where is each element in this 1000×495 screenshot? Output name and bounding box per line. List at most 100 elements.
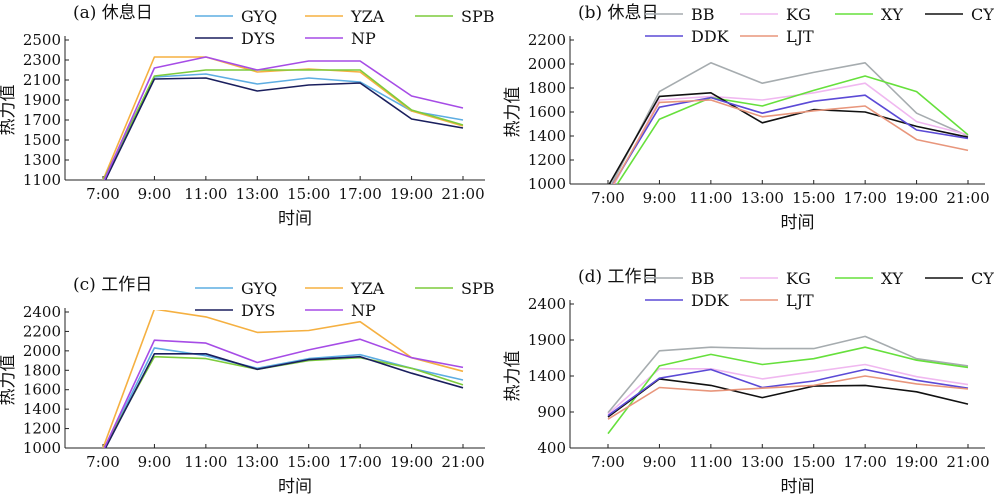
- series-line-kg: [607, 363, 969, 415]
- x-tick-label: 17:00: [844, 189, 887, 207]
- y-axis-label: 热力值: [0, 85, 18, 136]
- x-tick-label: 9:00: [643, 189, 677, 207]
- series-line-bb: [607, 335, 969, 414]
- legend-label-dys: DYS: [241, 301, 275, 320]
- y-tick-label: 1100: [23, 171, 61, 189]
- x-tick-label: 19:00: [390, 453, 433, 471]
- x-tick-label: 21:00: [441, 453, 484, 471]
- y-tick-label: 1200: [528, 151, 566, 169]
- chart-title: (d) 工作日: [578, 267, 659, 287]
- x-tick-label: 19:00: [390, 185, 433, 203]
- series-line-xy: [616, 75, 969, 184]
- x-tick-label: 17:00: [339, 453, 382, 471]
- chart-title: (b) 休息日: [578, 3, 659, 23]
- series-line-np: [103, 56, 464, 180]
- x-tick-label: 21:00: [946, 189, 989, 207]
- series-line-ljt: [607, 375, 969, 420]
- chart-panel-2: 1000 1200 1400 1600 1800 2000 2200 7:00 9:00 11:0…: [503, 3, 994, 233]
- x-axis-label: 时间: [278, 477, 312, 495]
- x-axis-label: 时间: [781, 213, 815, 233]
- series-line-xy: [607, 346, 969, 435]
- series-lines: [102, 310, 464, 448]
- legend-label-gyq: GYQ: [241, 279, 277, 298]
- y-tick-label: 1200: [23, 420, 61, 438]
- y-axis-label: 热力值: [503, 351, 523, 402]
- legend: GYQ YZA SPB DYS NP: [195, 7, 494, 48]
- y-tick-label: 2400: [23, 303, 61, 321]
- y-tick-label: 1600: [23, 381, 61, 399]
- y-tick-label: 1900: [23, 91, 61, 109]
- series-line-dys: [104, 352, 464, 448]
- series-line-dys: [104, 77, 464, 180]
- series-line-ljt: [612, 99, 969, 184]
- x-tick-label: 11:00: [184, 185, 227, 203]
- x-tick-label: 7:00: [591, 453, 625, 471]
- series-lines: [102, 56, 464, 180]
- x-tick-label: 11:00: [184, 453, 227, 471]
- legend-label-yza: YZA: [350, 7, 385, 26]
- chart-panel-4: 400 900 1400 1900 2400 7:00 9:00 11:00 13:00 15:0…: [503, 267, 994, 495]
- series-lines: [607, 335, 969, 435]
- legend-label-xy: XY: [881, 269, 903, 288]
- y-tick-label: 1300: [23, 151, 61, 169]
- y-tick-label: 900: [537, 403, 566, 421]
- y-tick-label: 2000: [23, 342, 61, 360]
- series-line-cy: [607, 378, 969, 418]
- series-line-kg: [613, 82, 969, 184]
- y-axis-label: 热力值: [0, 355, 18, 406]
- x-tick-label: 9:00: [643, 453, 677, 471]
- legend-label-np: NP: [351, 29, 376, 48]
- y-tick-label: 400: [537, 439, 566, 457]
- series-line-yza: [102, 310, 464, 448]
- legend-label-spb: SPB: [461, 7, 494, 26]
- x-tick-label: 7:00: [86, 185, 120, 203]
- x-tick-label: 9:00: [138, 185, 172, 203]
- legend-label-xy: XY: [881, 5, 903, 24]
- legend-label-gyq: GYQ: [241, 7, 277, 26]
- y-tick-label: 2400: [528, 295, 566, 313]
- series-lines: [608, 61, 969, 184]
- x-tick-label: 15:00: [287, 185, 330, 203]
- y-tick-label: 2000: [528, 55, 566, 73]
- legend-label-bb: BB: [691, 5, 715, 24]
- x-axis-label: 时间: [781, 477, 815, 495]
- legend-label-ljt: LJT: [786, 291, 814, 310]
- y-tick-label: 1800: [528, 79, 566, 97]
- legend-label-ljt: LJT: [786, 27, 814, 46]
- y-tick-label: 2300: [23, 51, 61, 69]
- x-tick-label: 19:00: [895, 189, 938, 207]
- x-tick-label: 17:00: [339, 185, 382, 203]
- x-axis-label: 时间: [278, 209, 312, 229]
- y-tick-label: 2500: [23, 31, 61, 49]
- x-tick-label: 7:00: [591, 189, 625, 207]
- chart-panel-1: 1100 1300 1500 1700 1900 2100 2300 2500 7:00 9:00…: [0, 3, 494, 229]
- y-tick-label: 1800: [23, 361, 61, 379]
- legend-label-ddk: DDK: [691, 27, 730, 46]
- y-tick-label: 1500: [23, 131, 61, 149]
- legend-label-dys: DYS: [241, 29, 275, 48]
- y-tick-label: 2100: [23, 71, 61, 89]
- y-tick-label: 1400: [23, 400, 61, 418]
- legend-label-cy: CY: [971, 269, 994, 288]
- x-tick-label: 13:00: [236, 453, 279, 471]
- y-axis-label: 热力值: [503, 87, 523, 138]
- x-tick-label: 21:00: [441, 185, 484, 203]
- legend-label-ddk: DDK: [691, 291, 730, 310]
- x-tick-label: 11:00: [689, 189, 732, 207]
- series-line-gyq: [104, 73, 464, 180]
- y-tick-label: 1600: [528, 103, 566, 121]
- legend-label-bb: BB: [691, 269, 715, 288]
- series-line-ddk: [612, 94, 969, 184]
- x-tick-label: 11:00: [689, 453, 732, 471]
- series-line-spb: [102, 69, 464, 180]
- y-tick-label: 1400: [528, 367, 566, 385]
- legend-label-np: NP: [351, 301, 376, 320]
- series-line-gyq: [104, 347, 464, 448]
- series-line-spb: [103, 355, 464, 448]
- x-tick-label: 9:00: [138, 453, 172, 471]
- y-tick-label: 1900: [528, 331, 566, 349]
- x-tick-label: 13:00: [741, 189, 784, 207]
- x-tick-label: 7:00: [86, 453, 120, 471]
